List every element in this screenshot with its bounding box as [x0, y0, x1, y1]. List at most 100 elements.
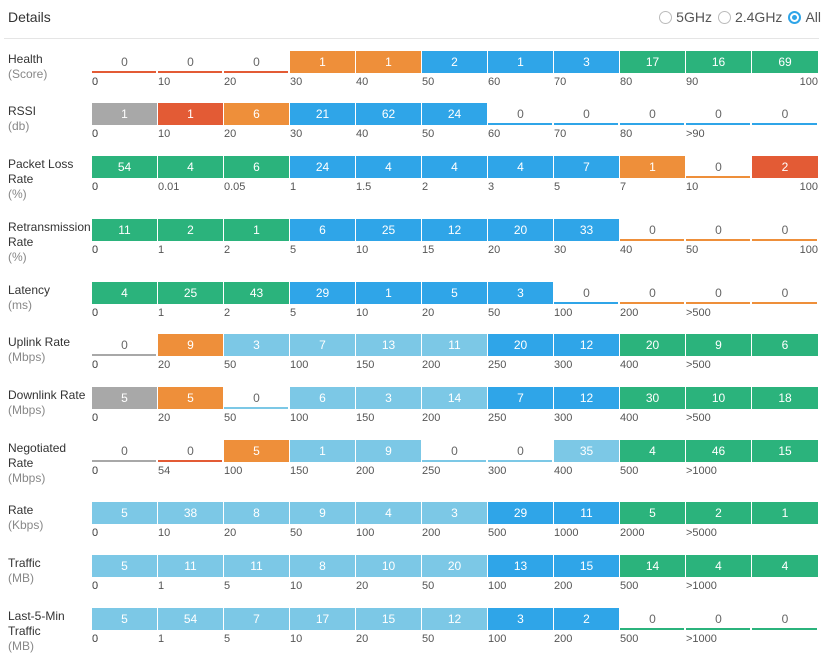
- bar-segment[interactable]: 4: [686, 555, 752, 577]
- bar-segment[interactable]: 0: [686, 608, 752, 630]
- bar-segment[interactable]: 1: [290, 440, 356, 462]
- bar-segment[interactable]: 0: [158, 440, 224, 462]
- radio-2-4ghz[interactable]: 2.4GHz: [717, 9, 782, 25]
- bar-segment[interactable]: 18: [752, 387, 818, 409]
- bar-segment[interactable]: 20: [422, 555, 488, 577]
- bar-segment[interactable]: 12: [422, 608, 488, 630]
- bar-segment[interactable]: 7: [554, 156, 620, 178]
- bar-segment[interactable]: 4: [422, 156, 488, 178]
- bar-segment[interactable]: 33: [554, 219, 620, 241]
- bar-segment[interactable]: 14: [422, 387, 488, 409]
- bar-segment[interactable]: 25: [356, 219, 422, 241]
- bar-segment[interactable]: 3: [488, 282, 554, 304]
- bar-segment[interactable]: 1: [356, 282, 422, 304]
- bar-segment[interactable]: 15: [554, 555, 620, 577]
- bar-segment[interactable]: 17: [620, 51, 686, 73]
- bar-segment[interactable]: 12: [554, 387, 620, 409]
- bar-segment[interactable]: 7: [290, 334, 356, 356]
- bar-segment[interactable]: 21: [290, 103, 356, 125]
- radio-5ghz[interactable]: 5GHz: [659, 9, 712, 25]
- bar-segment[interactable]: 62: [356, 103, 422, 125]
- bar-segment[interactable]: 0: [752, 608, 818, 630]
- bar-segment[interactable]: 0: [488, 440, 554, 462]
- bar-segment[interactable]: 0: [92, 334, 158, 356]
- bar-segment[interactable]: 0: [158, 51, 224, 73]
- bar-segment[interactable]: 7: [488, 387, 554, 409]
- bar-segment[interactable]: 24: [290, 156, 356, 178]
- bar-segment[interactable]: 3: [554, 51, 620, 73]
- bar-segment[interactable]: 3: [488, 608, 554, 630]
- bar-segment[interactable]: 0: [686, 156, 752, 178]
- bar-segment[interactable]: 11: [158, 555, 224, 577]
- bar-segment[interactable]: 4: [158, 156, 224, 178]
- bar-segment[interactable]: 3: [422, 502, 488, 524]
- bar-segment[interactable]: 2: [158, 219, 224, 241]
- bar-segment[interactable]: 16: [686, 51, 752, 73]
- bar-segment[interactable]: 4: [356, 156, 422, 178]
- bar-segment[interactable]: 5: [92, 555, 158, 577]
- bar-segment[interactable]: 11: [554, 502, 620, 524]
- bar-segment[interactable]: 17: [290, 608, 356, 630]
- bar-segment[interactable]: 38: [158, 502, 224, 524]
- radio-2-4ghz-circle-icon[interactable]: [717, 10, 731, 24]
- bar-segment[interactable]: 2: [686, 502, 752, 524]
- bar-segment[interactable]: 0: [92, 51, 158, 73]
- bar-segment[interactable]: 15: [752, 440, 818, 462]
- bar-segment[interactable]: 10: [356, 555, 422, 577]
- bar-segment[interactable]: 1: [290, 51, 356, 73]
- bar-segment[interactable]: 30: [620, 387, 686, 409]
- bar-segment[interactable]: 69: [752, 51, 818, 73]
- bar-segment[interactable]: 0: [752, 103, 818, 125]
- bar-segment[interactable]: 54: [158, 608, 224, 630]
- bar-segment[interactable]: 6: [290, 387, 356, 409]
- bar-segment[interactable]: 0: [554, 282, 620, 304]
- bar-segment[interactable]: 46: [686, 440, 752, 462]
- bar-segment[interactable]: 25: [158, 282, 224, 304]
- bar-segment[interactable]: 24: [422, 103, 488, 125]
- bar-segment[interactable]: 29: [488, 502, 554, 524]
- bar-segment[interactable]: 0: [686, 219, 752, 241]
- bar-segment[interactable]: 10: [686, 387, 752, 409]
- bar-segment[interactable]: 29: [290, 282, 356, 304]
- bar-segment[interactable]: 0: [620, 282, 686, 304]
- bar-segment[interactable]: 11: [422, 334, 488, 356]
- bar-segment[interactable]: 6: [224, 156, 290, 178]
- bar-segment[interactable]: 6: [752, 334, 818, 356]
- bar-segment[interactable]: 20: [620, 334, 686, 356]
- bar-segment[interactable]: 0: [488, 103, 554, 125]
- bar-segment[interactable]: 4: [488, 156, 554, 178]
- bar-segment[interactable]: 8: [290, 555, 356, 577]
- bar-segment[interactable]: 0: [620, 219, 686, 241]
- bar-segment[interactable]: 8: [224, 502, 290, 524]
- bar-segment[interactable]: 0: [752, 282, 818, 304]
- bar-segment[interactable]: 5: [92, 387, 158, 409]
- bar-segment[interactable]: 0: [224, 387, 290, 409]
- bar-segment[interactable]: 4: [620, 440, 686, 462]
- bar-segment[interactable]: 9: [686, 334, 752, 356]
- radio-all-circle-icon[interactable]: [788, 10, 802, 24]
- bar-segment[interactable]: 0: [422, 440, 488, 462]
- bar-segment[interactable]: 0: [620, 608, 686, 630]
- bar-segment[interactable]: 12: [554, 334, 620, 356]
- bar-segment[interactable]: 5: [92, 502, 158, 524]
- bar-segment[interactable]: 13: [488, 555, 554, 577]
- bar-segment[interactable]: 9: [290, 502, 356, 524]
- bar-segment[interactable]: 3: [356, 387, 422, 409]
- bar-segment[interactable]: 4: [356, 502, 422, 524]
- bar-segment[interactable]: 1: [158, 103, 224, 125]
- bar-segment[interactable]: 11: [92, 219, 158, 241]
- bar-segment[interactable]: 1: [752, 502, 818, 524]
- bar-segment[interactable]: 0: [620, 103, 686, 125]
- bar-segment[interactable]: 20: [488, 219, 554, 241]
- bar-segment[interactable]: 1: [356, 51, 422, 73]
- bar-segment[interactable]: 9: [158, 334, 224, 356]
- bar-segment[interactable]: 5: [92, 608, 158, 630]
- bar-segment[interactable]: 4: [752, 555, 818, 577]
- bar-segment[interactable]: 6: [290, 219, 356, 241]
- bar-segment[interactable]: 1: [620, 156, 686, 178]
- bar-segment[interactable]: 11: [224, 555, 290, 577]
- bar-segment[interactable]: 15: [356, 608, 422, 630]
- bar-segment[interactable]: 1: [92, 103, 158, 125]
- bar-segment[interactable]: 4: [92, 282, 158, 304]
- bar-segment[interactable]: 5: [224, 440, 290, 462]
